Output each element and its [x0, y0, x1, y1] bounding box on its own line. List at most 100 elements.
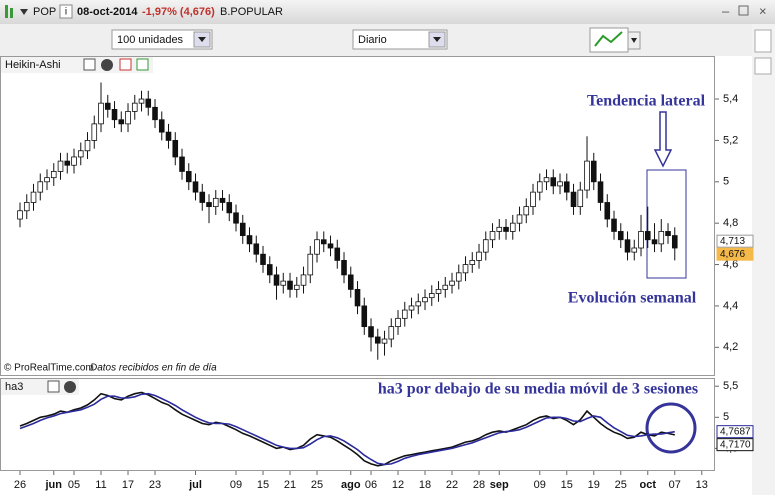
candle-body [489, 231, 496, 241]
x-tick-label: 05 [68, 479, 80, 491]
x-tick-label: 18 [419, 479, 431, 491]
date: 08-oct-2014 [77, 6, 138, 18]
highlight-box [646, 169, 687, 279]
candle-body [23, 202, 30, 212]
remove-icon[interactable] [101, 59, 113, 71]
candle-body [469, 260, 476, 265]
period-select[interactable] [352, 29, 448, 50]
candle-body [671, 235, 678, 249]
candle-body [17, 210, 23, 220]
candle-body [536, 181, 543, 193]
candle-body [570, 191, 577, 208]
close[interactable]: × [759, 3, 767, 18]
side-tool[interactable] [754, 57, 772, 75]
quantity-select[interactable] [111, 29, 213, 50]
candle-body [611, 218, 617, 232]
y-tick-label: 4,4 [723, 300, 738, 312]
x-tick-label: ago [341, 479, 361, 491]
window-icon[interactable] [47, 380, 60, 393]
candle-body [584, 160, 590, 191]
side-tool[interactable] [754, 29, 772, 53]
candle-body [550, 177, 557, 187]
candle-body [523, 206, 530, 216]
candle-body [631, 247, 638, 253]
panel-title: ha3 [5, 381, 23, 393]
price-tag [716, 247, 754, 261]
candle-body [44, 177, 50, 183]
candle-body [199, 191, 206, 203]
candle-body [30, 191, 37, 203]
price-tag [716, 425, 754, 439]
candle-body [165, 131, 172, 141]
candle-body [334, 247, 341, 261]
candle-body [374, 336, 381, 344]
panel-title: Heikin-Ashi [5, 59, 61, 71]
window-icon[interactable] [83, 58, 96, 71]
price-axis [715, 56, 752, 471]
candle-body [104, 102, 111, 110]
remove-icon[interactable] [64, 381, 76, 393]
candle-body [266, 264, 273, 276]
candle-body [125, 111, 131, 125]
candle-body [158, 119, 165, 133]
x-tick-label: jun [45, 479, 63, 491]
candle-body [381, 338, 388, 344]
price-tag-label: 4,7170 [720, 439, 751, 450]
move-icon[interactable] [136, 58, 149, 71]
y-tick-label: 4,2 [723, 341, 738, 353]
candle-body [401, 309, 408, 319]
candle-body [327, 243, 334, 249]
candle-body [543, 177, 550, 183]
candle-body [476, 251, 482, 261]
x-tick-label: 15 [561, 479, 573, 491]
candle-body [496, 226, 503, 232]
minimize[interactable]: – [722, 3, 730, 18]
info-icon[interactable] [59, 4, 73, 19]
candle-body [246, 235, 253, 245]
candle-body [192, 181, 199, 193]
candle-body [361, 305, 368, 328]
x-tick-label: 25 [311, 479, 323, 491]
maximize[interactable] [738, 5, 749, 16]
info-glyph: i [65, 7, 67, 18]
x-tick-label: 25 [615, 479, 627, 491]
candle-body [388, 326, 395, 340]
price-tag [716, 438, 754, 452]
menu-arrow[interactable] [20, 9, 28, 15]
candle-body [71, 156, 77, 166]
indicator-line [19, 392, 675, 466]
x-tick-label: 09 [230, 479, 242, 491]
candle-body [37, 181, 44, 193]
candle-body [638, 231, 644, 249]
change: -1,97% (4,676) [142, 6, 215, 18]
candle-body [516, 214, 523, 224]
price-panel [0, 56, 715, 376]
y-tick-label: 5,2 [723, 134, 738, 146]
price-tag [716, 234, 754, 248]
candle-body [307, 253, 314, 276]
candle-body [239, 222, 246, 236]
candle-body [206, 202, 212, 208]
candle-body [449, 280, 455, 286]
candle-body [651, 239, 658, 245]
settings-icon[interactable] [119, 58, 132, 71]
candle-body [314, 239, 320, 255]
candle-body [179, 156, 185, 172]
x-tick-label: jul [188, 479, 202, 491]
candle-body [624, 239, 631, 253]
x-tick-label: 22 [446, 479, 458, 491]
candle-body [57, 160, 64, 172]
candle-body [563, 181, 570, 193]
candle-body [287, 280, 293, 290]
x-tick-label: 17 [122, 479, 134, 491]
x-tick-label: 06 [365, 479, 377, 491]
candle-body [341, 260, 347, 276]
candle-body [462, 264, 469, 274]
candle-body [415, 301, 422, 307]
panel-header [1, 57, 153, 73]
candle-body [260, 253, 266, 265]
candle-body [442, 284, 449, 290]
candle-body [91, 123, 98, 141]
candle-body [50, 171, 57, 179]
x-tick-label: 26 [14, 479, 26, 491]
